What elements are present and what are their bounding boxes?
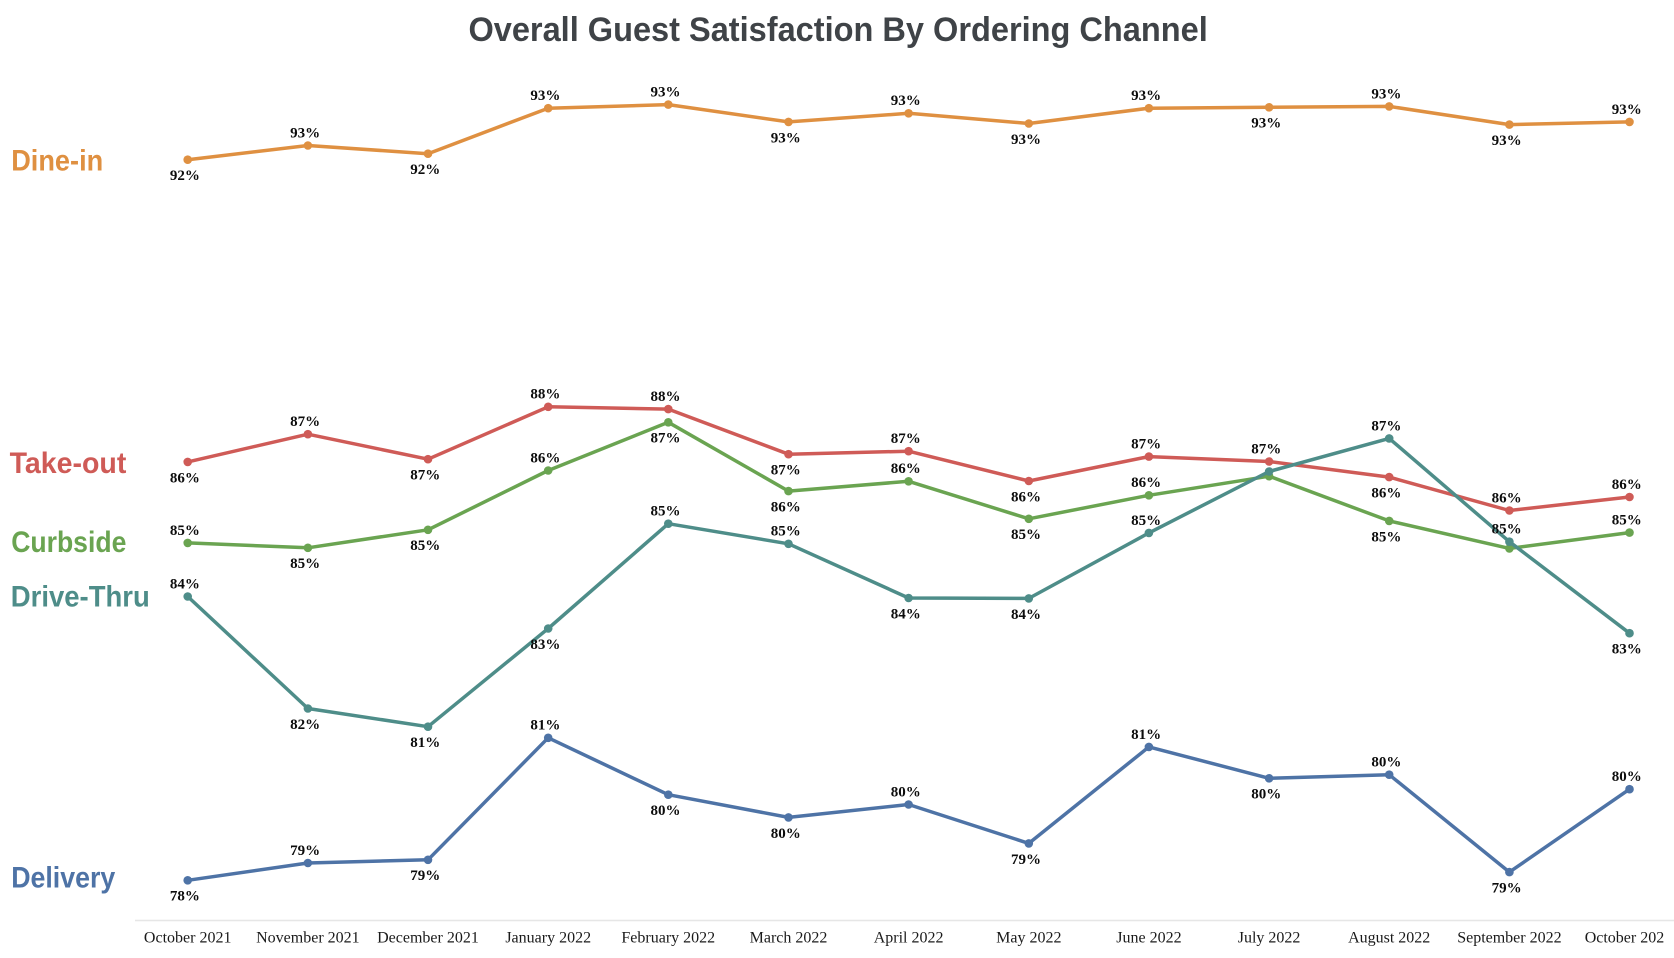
svg-text:November 2021: November 2021 — [256, 930, 360, 947]
svg-text:84%: 84% — [1011, 607, 1041, 623]
svg-text:86%: 86% — [1371, 486, 1401, 502]
svg-text:86%: 86% — [170, 470, 200, 486]
svg-text:May 2022: May 2022 — [996, 930, 1061, 947]
svg-text:Dine-in: Dine-in — [11, 144, 103, 178]
svg-text:87%: 87% — [1131, 437, 1161, 453]
svg-text:86%: 86% — [771, 500, 801, 516]
svg-text:88%: 88% — [530, 387, 560, 403]
svg-text:Curbside: Curbside — [11, 526, 126, 560]
svg-text:84%: 84% — [891, 606, 921, 622]
svg-text:Overall Guest Satisfaction By: Overall Guest Satisfaction By Ordering C… — [468, 11, 1207, 49]
svg-text:79%: 79% — [410, 868, 440, 884]
svg-text:93%: 93% — [1371, 86, 1401, 102]
svg-text:85%: 85% — [1612, 513, 1642, 529]
svg-text:March 2022: March 2022 — [750, 930, 828, 947]
svg-text:85%: 85% — [1371, 529, 1401, 545]
svg-text:85%: 85% — [771, 524, 801, 540]
svg-text:93%: 93% — [771, 130, 801, 146]
svg-text:92%: 92% — [410, 162, 440, 178]
svg-text:81%: 81% — [530, 718, 560, 734]
svg-text:December 2021: December 2021 — [377, 930, 479, 947]
svg-text:86%: 86% — [891, 461, 921, 477]
svg-text:September 2022: September 2022 — [1457, 930, 1561, 947]
svg-text:82%: 82% — [290, 717, 320, 733]
svg-text:86%: 86% — [1492, 490, 1522, 506]
svg-text:93%: 93% — [530, 88, 560, 104]
svg-text:Take-out: Take-out — [10, 448, 127, 481]
svg-text:87%: 87% — [771, 463, 801, 479]
svg-text:79%: 79% — [1011, 852, 1041, 868]
svg-text:87%: 87% — [891, 431, 921, 447]
svg-text:83%: 83% — [1612, 642, 1642, 658]
svg-text:85%: 85% — [651, 504, 681, 520]
svg-text:93%: 93% — [1612, 102, 1642, 118]
svg-text:79%: 79% — [1492, 881, 1522, 897]
svg-text:87%: 87% — [410, 468, 440, 484]
svg-text:86%: 86% — [1011, 489, 1041, 505]
svg-text:80%: 80% — [651, 803, 681, 819]
svg-text:85%: 85% — [170, 523, 200, 539]
svg-text:93%: 93% — [1011, 132, 1041, 148]
svg-text:87%: 87% — [290, 414, 320, 430]
svg-text:July 2022: July 2022 — [1238, 930, 1301, 947]
svg-text:93%: 93% — [1251, 116, 1281, 132]
svg-text:88%: 88% — [651, 389, 681, 405]
svg-text:April 2022: April 2022 — [874, 930, 944, 947]
svg-text:87%: 87% — [1251, 441, 1281, 457]
svg-text:Delivery: Delivery — [11, 861, 115, 895]
svg-text:86%: 86% — [1612, 477, 1642, 493]
svg-text:February 2022: February 2022 — [621, 930, 715, 947]
svg-text:80%: 80% — [771, 826, 801, 842]
svg-text:October 2021: October 2021 — [144, 930, 232, 947]
svg-text:81%: 81% — [1131, 727, 1161, 743]
svg-text:85%: 85% — [410, 538, 440, 554]
svg-text:78%: 78% — [170, 889, 200, 905]
svg-text:80%: 80% — [891, 784, 921, 800]
svg-text:92%: 92% — [170, 168, 200, 184]
svg-text:86%: 86% — [1131, 475, 1161, 491]
svg-text:85%: 85% — [290, 556, 320, 572]
svg-text:84%: 84% — [170, 576, 200, 592]
svg-text:August 2022: August 2022 — [1348, 930, 1430, 947]
svg-text:87%: 87% — [1371, 418, 1401, 434]
svg-text:87%: 87% — [651, 431, 681, 447]
svg-text:October 202: October 202 — [1585, 930, 1665, 947]
svg-text:79%: 79% — [290, 843, 320, 859]
svg-text:June 2022: June 2022 — [1116, 930, 1181, 947]
svg-text:85%: 85% — [1011, 527, 1041, 543]
svg-text:Drive-Thru: Drive-Thru — [11, 580, 150, 613]
svg-text:93%: 93% — [891, 93, 921, 109]
svg-text:85%: 85% — [1492, 522, 1522, 538]
svg-text:93%: 93% — [1492, 133, 1522, 149]
svg-text:86%: 86% — [530, 450, 560, 466]
svg-text:81%: 81% — [410, 735, 440, 751]
svg-text:93%: 93% — [290, 125, 320, 141]
svg-text:85%: 85% — [1131, 513, 1161, 529]
svg-text:80%: 80% — [1251, 787, 1281, 803]
svg-text:93%: 93% — [651, 85, 681, 101]
svg-text:January 2022: January 2022 — [505, 930, 591, 947]
svg-text:80%: 80% — [1612, 769, 1642, 785]
svg-text:93%: 93% — [1131, 88, 1161, 104]
svg-text:80%: 80% — [1371, 755, 1401, 771]
svg-text:83%: 83% — [530, 637, 560, 653]
